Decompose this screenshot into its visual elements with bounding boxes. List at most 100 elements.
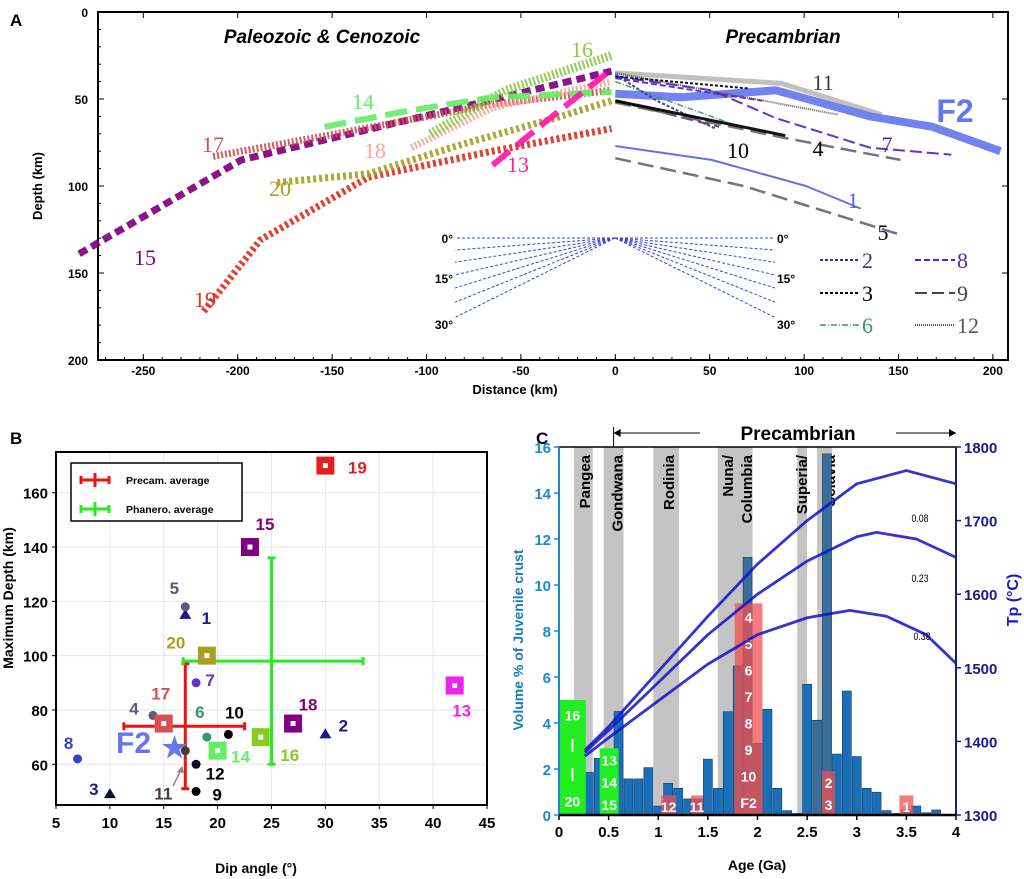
point-label-16: 16 xyxy=(280,746,299,765)
angle-guide-line xyxy=(454,237,616,276)
legend-label-8: 8 xyxy=(957,248,968,273)
y-tick-label: 2 xyxy=(543,762,551,779)
case-label: 9 xyxy=(745,742,753,758)
panel-letter-c: C xyxy=(536,429,548,448)
marker-square-center xyxy=(258,734,264,740)
y-tick-label: 8 xyxy=(543,624,551,641)
point-label-4: 4 xyxy=(129,699,139,718)
marker-circle-5 xyxy=(180,602,190,612)
tp-curve-0.38 xyxy=(583,608,957,758)
marker-star-F2 xyxy=(162,735,187,759)
region-label-paleozoic: Paleozoic & Cenozoic xyxy=(224,27,421,48)
y2-axis-label: Tp (°C) xyxy=(1005,574,1022,627)
point-label-20: 20 xyxy=(166,634,185,653)
case-label: 15 xyxy=(601,797,617,813)
angle-label: 15° xyxy=(777,272,795,286)
profile-line-16 xyxy=(428,51,613,138)
juvenile-crust-bar xyxy=(861,788,872,816)
angle-guide-line xyxy=(614,237,776,263)
x-tick-label: 0 xyxy=(555,824,563,841)
y-tick-label: 0 xyxy=(81,6,88,20)
marker-circle-6 xyxy=(202,732,212,742)
point-label-1: 1 xyxy=(202,609,211,628)
y-tick-label: 50 xyxy=(75,93,89,107)
point-label-10: 10 xyxy=(225,703,244,722)
legend-label: Phanero. average xyxy=(126,504,214,516)
profile-line-F2 xyxy=(615,86,1002,155)
profile-line-5 xyxy=(615,156,901,236)
panel-c-juvenile-crust: Pangea Gondwana Rodinia Nuna/Columbia Superi… xyxy=(510,420,1022,873)
x-tick-label: 2.5 xyxy=(797,824,818,841)
juvenile-crust-bar xyxy=(842,690,852,816)
panel-letter-a: A xyxy=(10,11,22,30)
legend-label-9: 9 xyxy=(957,281,968,306)
panel-letter-b: B xyxy=(10,429,22,448)
y-axis-label: Maximum Depth (km) xyxy=(0,527,16,669)
juvenile-crust-bar xyxy=(762,708,773,816)
point-label-F2: F2 xyxy=(116,727,151,760)
case-label: 20 xyxy=(565,794,581,810)
point-label-9: 9 xyxy=(212,785,221,804)
case-label: 4 xyxy=(745,610,753,626)
x-tick-label: 25 xyxy=(263,815,280,832)
y-tick-label: 150 xyxy=(68,267,88,281)
x-tick-label: 150 xyxy=(888,364,908,378)
profile-label-13: 13 xyxy=(507,152,529,177)
x-tick-label: 40 xyxy=(425,815,442,832)
supercontinent-label-superia: Superia/ xyxy=(794,454,811,514)
marker-circle-11 xyxy=(180,746,190,756)
marker-square-center xyxy=(215,748,221,754)
supercontinent-label-gondwana: Gondwana xyxy=(610,454,627,531)
x-axis-label: Dip angle (°) xyxy=(215,860,297,876)
profile-line-14 xyxy=(323,89,612,130)
marker-triangle-3 xyxy=(103,788,116,799)
case-label: 11 xyxy=(690,799,705,815)
x-axis-label: Age (Ga) xyxy=(728,857,786,873)
case-label: F2 xyxy=(740,795,757,811)
case-label: 3 xyxy=(825,797,833,813)
case-label: 12 xyxy=(661,799,677,815)
juvenile-crust-bar xyxy=(703,758,713,816)
marker-square-center xyxy=(204,653,210,659)
case-label: 14 xyxy=(601,775,617,791)
supercontinent-band-superia xyxy=(797,447,808,815)
profile-line-4 xyxy=(615,101,901,162)
profile-line-8 xyxy=(615,77,763,102)
arrowhead-right-icon xyxy=(949,429,956,437)
supercontinent-band-rodinia xyxy=(653,447,680,815)
case-box-phanerozoic xyxy=(559,700,586,815)
case-label: 7 xyxy=(745,689,753,705)
juvenile-crust-bar xyxy=(812,719,822,816)
profile-line-19 xyxy=(200,125,613,314)
y-tick-label: 80 xyxy=(31,703,48,720)
y2-tick-label: 1600 xyxy=(964,587,997,604)
juvenile-crust-bar xyxy=(643,767,654,816)
marker-circle-12 xyxy=(191,759,201,769)
profile-line-15 xyxy=(77,67,613,257)
x-tick-label: 3.5 xyxy=(896,824,917,841)
angle-label: 15° xyxy=(435,272,453,286)
profile-label-17: 17 xyxy=(202,132,224,157)
case-label: 2 xyxy=(825,775,833,791)
juvenile-crust-bar xyxy=(772,788,783,816)
profile-line-1 xyxy=(615,144,862,210)
tp-curve-0.08 xyxy=(583,469,957,752)
y2-tick-label: 1800 xyxy=(964,440,997,457)
case-label: 5 xyxy=(745,636,753,652)
point-label-7: 7 xyxy=(205,671,214,690)
profile-line-13 xyxy=(490,67,614,168)
x-tick-label: 30 xyxy=(317,815,334,832)
tp-curve-label: 0.23 xyxy=(911,573,929,585)
profile-line-6 xyxy=(615,80,731,125)
marker-triangle-1 xyxy=(179,608,192,619)
profile-line-11 xyxy=(615,70,883,118)
x-tick-label: 5 xyxy=(52,815,60,832)
y-tick-label: 100 xyxy=(23,649,48,666)
y-axis-label: Volume % of Juvenile crust xyxy=(510,549,526,730)
point-label-18: 18 xyxy=(299,696,318,715)
marker-circle-8 xyxy=(73,754,83,764)
profile-label-19: 19 xyxy=(194,287,216,312)
case-label: 1 xyxy=(902,799,910,815)
point-label-17: 17 xyxy=(151,685,170,704)
y-tick-label: 14 xyxy=(534,486,551,503)
